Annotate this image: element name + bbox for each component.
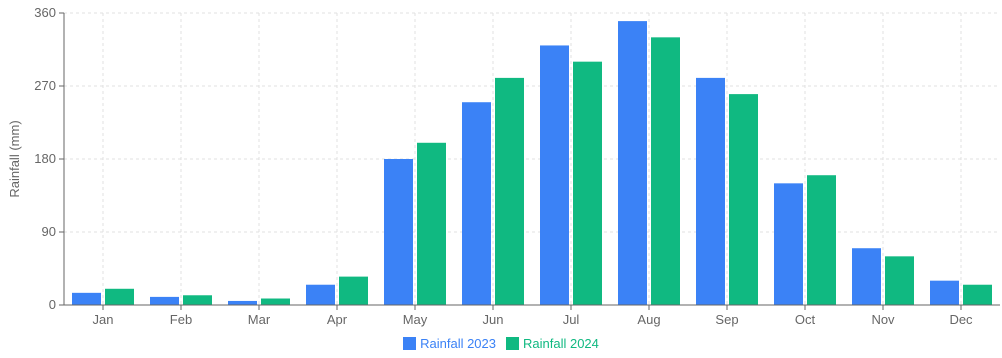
bar-rainfall-2023-jun[interactable] bbox=[462, 102, 491, 305]
bar-rainfall-2023-jan[interactable] bbox=[72, 292, 101, 305]
x-tick-label: Oct bbox=[795, 312, 816, 327]
x-tick-label: Jul bbox=[563, 312, 580, 327]
bar-rainfall-2024-may[interactable] bbox=[417, 142, 446, 305]
chart-canvas: 0 90 180 270 360 Jan Feb Mar Apr May Jun Jul Aug Sep O… bbox=[7, 5, 1000, 327]
bar-rainfall-2024-feb[interactable] bbox=[183, 295, 212, 305]
bar-rainfall-2024-jan[interactable] bbox=[105, 288, 134, 305]
x-tick-label: Dec bbox=[949, 312, 973, 327]
x-tick-label: Sep bbox=[715, 312, 738, 327]
bar-rainfall-2024-jul[interactable] bbox=[573, 61, 602, 305]
legend-item-2023[interactable]: Rainfall 2023 bbox=[403, 336, 496, 351]
bar-rainfall-2024-sep[interactable] bbox=[729, 94, 758, 305]
bar-rainfall-2024-dec[interactable] bbox=[963, 284, 992, 305]
x-tick-label: Apr bbox=[327, 312, 348, 327]
legend-swatch-2024 bbox=[506, 337, 519, 350]
legend-label-2023: Rainfall 2023 bbox=[420, 336, 496, 351]
x-tick-label: Mar bbox=[248, 312, 271, 327]
axes: 0 90 180 270 360 Jan Feb Mar Apr May Jun Jul Aug Sep O… bbox=[34, 5, 1000, 327]
x-tick-label: Aug bbox=[637, 312, 660, 327]
bar-rainfall-2023-jul[interactable] bbox=[540, 45, 569, 305]
bar-rainfall-2023-nov[interactable] bbox=[852, 248, 881, 305]
y-tick-label: 270 bbox=[34, 78, 56, 93]
y-tick-label: 360 bbox=[34, 5, 56, 20]
bar-rainfall-2024-jun[interactable] bbox=[495, 77, 524, 305]
x-tick-label: May bbox=[403, 312, 428, 327]
bar-rainfall-2023-feb[interactable] bbox=[150, 296, 179, 305]
bars bbox=[72, 21, 992, 305]
x-tick-label: Feb bbox=[170, 312, 192, 327]
bar-rainfall-2023-mar[interactable] bbox=[228, 300, 257, 305]
x-tick-label: Jan bbox=[93, 312, 114, 327]
y-tick-label: 0 bbox=[49, 297, 56, 312]
bar-rainfall-2023-dec[interactable] bbox=[930, 280, 959, 305]
x-tick-label: Jun bbox=[483, 312, 504, 327]
bar-rainfall-2023-oct[interactable] bbox=[774, 183, 803, 305]
bar-rainfall-2024-oct[interactable] bbox=[807, 175, 836, 305]
bar-rainfall-2024-aug[interactable] bbox=[651, 37, 680, 305]
bar-rainfall-2024-apr[interactable] bbox=[339, 276, 368, 305]
y-axis-title: Rainfall (mm) bbox=[7, 120, 22, 197]
legend-item-2024[interactable]: Rainfall 2024 bbox=[506, 336, 599, 351]
y-tick-label: 180 bbox=[34, 151, 56, 166]
x-tick-label: Nov bbox=[871, 312, 895, 327]
bar-rainfall-2023-sep[interactable] bbox=[696, 77, 725, 305]
bar-rainfall-2024-mar[interactable] bbox=[261, 298, 290, 305]
y-tick-label: 90 bbox=[42, 224, 56, 239]
bar-rainfall-2023-apr[interactable] bbox=[306, 284, 335, 305]
legend-label-2024: Rainfall 2024 bbox=[523, 336, 599, 351]
legend: Rainfall 2023 Rainfall 2024 bbox=[0, 336, 1002, 351]
bar-rainfall-2023-aug[interactable] bbox=[618, 21, 647, 305]
bar-rainfall-2024-nov[interactable] bbox=[885, 256, 914, 305]
legend-swatch-2023 bbox=[403, 337, 417, 350]
grid-lines bbox=[64, 12, 1000, 306]
bar-rainfall-2023-may[interactable] bbox=[384, 159, 413, 305]
